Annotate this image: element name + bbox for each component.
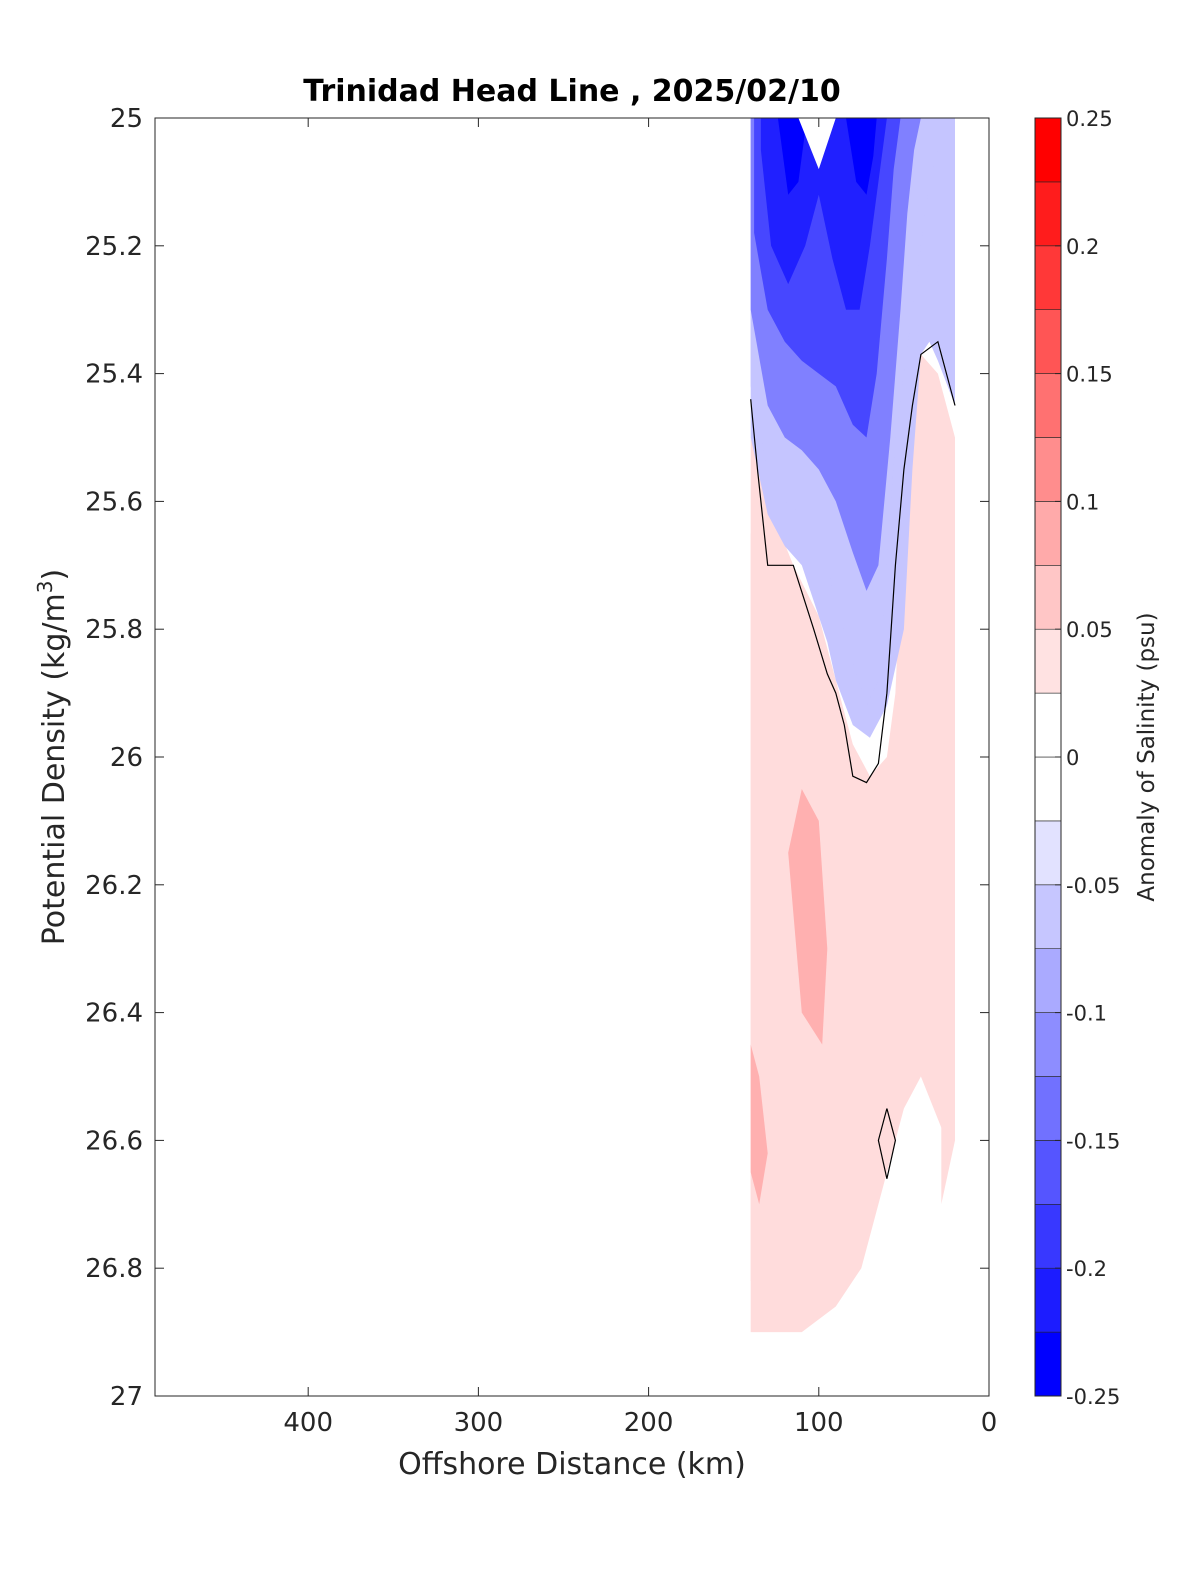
y-tick-label: 26.8	[85, 1254, 143, 1284]
colorbar-ticks: -0.25 -0.2 -0.15 -0.1 -0.05 0 0.05 0.1 0.15 0.2 0.…	[1055, 107, 1120, 1409]
colorbar-tick-label: -0.25	[1066, 1385, 1120, 1409]
colorbar-tick-label: 0.2	[1066, 235, 1099, 259]
anomaly-region-3	[788, 789, 828, 1045]
colorbar-band-1	[1034, 1267, 1062, 1333]
y-axis-ticks: 25 25.2 25.4 25.6 25.8 26 26.2 26.4 26.6 26.8 27	[85, 104, 989, 1412]
colorbar-band-4	[1034, 1076, 1062, 1141]
x-tick-label: 200	[624, 1408, 674, 1438]
y-tick-label: 26	[110, 743, 143, 773]
anomaly-region-11	[846, 118, 877, 195]
colorbar-band-2	[1034, 1204, 1062, 1269]
y-tick-label: 26.6	[85, 1126, 143, 1156]
colorbar-band-13	[1034, 501, 1062, 566]
colorbar-band-15	[1034, 373, 1062, 438]
y-tick-label: 25.8	[85, 615, 143, 645]
x-axis-label: Offshore Distance (km)	[398, 1447, 746, 1482]
colorbar-label: Anomaly of Salinity (psu)	[1134, 612, 1160, 901]
colorbar-band-14	[1034, 437, 1062, 502]
colorbar-band-18	[1034, 181, 1062, 247]
y-axis-label-superscript: 3	[33, 580, 57, 593]
colorbar: -0.25 -0.2 -0.15 -0.1 -0.05 0 0.05 0.1 0.15 0.2 0.…	[1034, 107, 1160, 1409]
anomaly-region-12	[798, 118, 836, 170]
x-tick-label: 300	[454, 1408, 504, 1438]
y-tick-label: 25	[110, 104, 143, 134]
x-tick-label: 400	[283, 1408, 333, 1438]
colorbar-band-16	[1034, 309, 1062, 374]
x-tick-label: 0	[981, 1408, 998, 1438]
colorbar-band-12	[1034, 564, 1062, 630]
colorbar-band-8	[1034, 820, 1062, 886]
zero-contour-0	[750, 340, 956, 784]
y-axis-label-close: )	[37, 569, 72, 581]
colorbar-band-11	[1034, 628, 1062, 694]
y-tick-label: 26.4	[85, 999, 143, 1029]
colorbar-tick-label: 0	[1066, 746, 1079, 770]
colorbar-tick-label: -0.15	[1066, 1129, 1120, 1153]
y-axis-label: Potential Density (kg/m3)	[33, 569, 72, 945]
y-tick-label: 25.4	[85, 360, 143, 390]
colorbar-band-10	[1034, 692, 1062, 758]
colorbar-tick-label: 0.1	[1066, 490, 1099, 514]
colorbar-band-5	[1034, 1012, 1062, 1077]
contour-fill-regions	[750, 118, 955, 1333]
y-tick-label: 25.2	[85, 232, 143, 262]
colorbar-tick-label: -0.05	[1066, 874, 1120, 898]
y-tick-label: 26.2	[85, 871, 143, 901]
anomaly-region-10	[777, 118, 812, 195]
colorbar-band-9	[1034, 756, 1062, 822]
colorbar-band-6	[1034, 948, 1062, 1013]
zero-contour-lines	[750, 340, 956, 1179]
colorbar-band-3	[1034, 1140, 1062, 1205]
colorbar-band-0	[1034, 1331, 1062, 1397]
x-axis-ticks: 400 300 200 100 0	[283, 118, 997, 1438]
anomaly-region-2	[941, 437, 955, 1205]
colorbar-tick-label: 0.25	[1066, 107, 1113, 131]
colorbar-band-19	[1034, 117, 1062, 183]
zero-contour-1	[877, 1108, 897, 1179]
plot-area: 400 300 200 100 0 25 25.2 25.4 25.6 25.8 26 26.2 26…	[85, 104, 997, 1438]
colorbar-bands	[1034, 117, 1062, 1397]
y-tick-label: 25.6	[85, 487, 143, 517]
y-axis-label-main: Potential Density (kg/m	[37, 593, 72, 945]
colorbar-band-7	[1034, 884, 1062, 949]
colorbar-tick-label: -0.2	[1066, 1257, 1107, 1281]
colorbar-tick-label: -0.1	[1066, 1002, 1107, 1026]
colorbar-band-17	[1034, 245, 1062, 311]
x-tick-label: 100	[794, 1408, 844, 1438]
y-tick-label: 27	[110, 1382, 143, 1412]
anomaly-region-4	[750, 1044, 768, 1205]
colorbar-tick-label: 0.05	[1066, 618, 1113, 642]
chart-title: Trinidad Head Line , 2025/02/10	[303, 74, 840, 109]
colorbar-tick-label: 0.15	[1066, 363, 1113, 387]
